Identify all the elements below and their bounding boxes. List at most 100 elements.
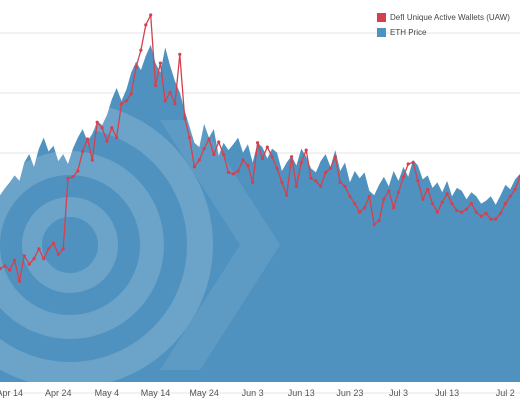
uaw-point[interactable] [95,120,99,124]
uaw-point[interactable] [426,187,430,191]
uaw-point[interactable] [197,158,201,162]
uaw-point[interactable] [144,23,148,27]
uaw-point[interactable] [139,48,143,52]
uaw-point[interactable] [8,268,12,272]
uaw-point[interactable] [207,137,211,141]
uaw-point[interactable] [71,175,75,179]
uaw-point[interactable] [338,180,342,184]
uaw-point[interactable] [163,99,167,103]
uaw-point[interactable] [260,156,264,161]
uaw-point[interactable] [119,102,124,106]
uaw-point[interactable] [304,148,308,152]
uaw-point[interactable] [499,211,503,215]
uaw-point[interactable] [319,184,323,188]
uaw-point[interactable] [299,160,303,165]
uaw-point[interactable] [158,61,162,65]
uaw-point[interactable] [484,211,488,215]
uaw-point[interactable] [17,279,21,283]
uaw-point[interactable] [129,92,133,96]
uaw-point[interactable] [328,166,333,170]
uaw-point[interactable] [265,145,269,149]
uaw-point[interactable] [358,210,362,214]
uaw-point[interactable] [217,140,221,144]
uaw-point[interactable] [406,162,410,166]
uaw-point[interactable] [396,190,401,194]
uaw-point[interactable] [450,202,454,206]
uaw-point[interactable] [435,210,439,214]
uaw-point[interactable] [455,209,459,213]
uaw-point[interactable] [27,262,31,266]
uaw-point[interactable] [212,152,216,157]
uaw-point[interactable] [115,136,119,140]
uaw-point[interactable] [464,207,469,211]
uaw-point[interactable] [270,155,274,159]
uaw-point[interactable] [178,52,182,56]
uaw-point[interactable] [280,180,284,184]
uaw-point[interactable] [377,218,381,223]
uaw-point[interactable] [42,257,46,261]
uaw-point[interactable] [387,189,391,193]
uaw-point[interactable] [192,165,196,169]
uaw-point[interactable] [85,137,90,141]
uaw-point[interactable] [489,217,493,221]
uaw-point[interactable] [401,175,405,179]
uaw-point[interactable] [474,210,478,214]
uaw-point[interactable] [110,126,114,130]
uaw-point[interactable] [187,136,192,140]
uaw-point[interactable] [508,194,512,198]
uaw-point[interactable] [256,141,260,145]
uaw-point[interactable] [3,264,7,268]
uaw-point[interactable] [241,158,245,162]
uaw-point[interactable] [445,192,449,196]
uaw-point[interactable] [66,176,70,180]
uaw-point[interactable] [251,180,255,184]
uaw-point[interactable] [416,179,420,183]
uaw-point[interactable] [56,252,60,256]
uaw-point[interactable] [479,214,483,218]
uaw-point[interactable] [309,176,313,180]
uaw-point[interactable] [494,217,498,221]
uaw-point[interactable] [231,172,235,176]
uaw-point[interactable] [246,163,250,168]
uaw-point[interactable] [372,223,376,227]
uaw-point[interactable] [343,184,347,188]
uaw-point[interactable] [0,267,2,271]
uaw-point[interactable] [168,90,172,94]
uaw-point[interactable] [226,170,230,174]
uaw-point[interactable] [353,202,357,206]
uaw-point[interactable] [47,247,51,251]
uaw-point[interactable] [430,202,435,206]
uaw-point[interactable] [411,160,415,165]
legend-item-eth[interactable]: ETH Price [377,25,510,40]
uaw-point[interactable] [382,197,386,201]
uaw-point[interactable] [367,194,371,198]
uaw-point[interactable] [37,247,41,251]
uaw-point[interactable] [314,179,318,183]
uaw-point[interactable] [333,155,337,159]
uaw-point[interactable] [290,155,294,159]
uaw-point[interactable] [285,193,289,197]
uaw-point[interactable] [173,102,177,106]
uaw-point[interactable] [236,169,240,173]
uaw-point[interactable] [76,169,80,173]
uaw-point[interactable] [294,184,298,188]
uaw-point[interactable] [421,197,425,201]
uaw-point[interactable] [275,166,279,170]
uaw-point[interactable] [392,206,396,210]
uaw-point[interactable] [222,152,226,157]
uaw-point[interactable] [348,194,352,198]
uaw-point[interactable] [149,13,153,17]
uaw-point[interactable] [513,187,517,191]
uaw-point[interactable] [324,170,328,174]
uaw-point[interactable] [32,257,36,261]
uaw-point[interactable] [153,83,158,88]
uaw-point[interactable] [460,210,464,214]
uaw-point[interactable] [124,99,128,103]
uaw-point[interactable] [81,149,85,154]
uaw-point[interactable] [469,202,473,206]
uaw-point[interactable] [100,126,104,130]
uaw-point[interactable] [90,158,94,162]
uaw-point[interactable] [105,139,109,143]
uaw-point[interactable] [440,200,444,204]
uaw-point[interactable] [362,206,367,210]
